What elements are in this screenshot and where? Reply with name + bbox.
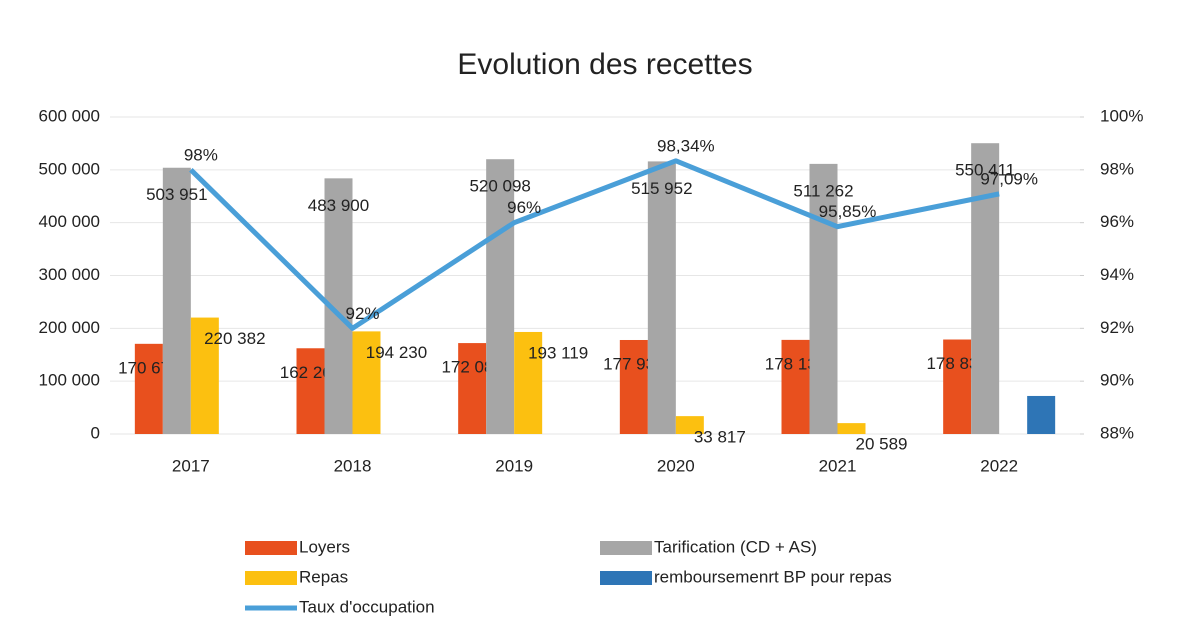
y-tick-label: 500 000 [39,159,100,178]
data-label: 520 098 [469,177,530,196]
bar [837,423,866,434]
y-tick-label: 600 000 [39,106,100,125]
y-tick-label: 400 000 [39,212,100,231]
data-label: 97,09% [980,169,1038,188]
bar [352,331,381,434]
data-label: 96% [507,198,541,217]
bar [190,317,219,434]
chart-title: Evolution des recettes [457,48,752,81]
data-label: 483 900 [308,196,369,215]
bar [809,163,838,434]
bar [619,339,648,434]
x-tick-label: 2017 [172,456,210,475]
data-label: 98% [184,145,218,164]
data-label: 98,34% [657,136,715,155]
data-label: 515 952 [631,179,692,198]
legend-label: Tarification (CD + AS) [654,537,817,556]
legend-label: Loyers [299,537,350,556]
bar [675,416,704,434]
x-tick-label: 2018 [334,456,372,475]
y2-tick-label: 98% [1100,159,1134,178]
legend-swatch [245,571,297,585]
bar [458,343,487,434]
bar [296,348,325,434]
y2-tick-label: 88% [1100,423,1134,442]
y2-tick-label: 94% [1100,265,1134,284]
line [189,158,1000,331]
legend-swatch [600,541,652,555]
data-label: 33 817 [694,428,746,447]
x-tick-label: 2020 [657,456,695,475]
y-tick-label: 200 000 [39,318,100,337]
bar [162,167,191,434]
bar [514,331,543,434]
legend-swatch [245,541,297,555]
bar [134,343,163,434]
data-label: 20 589 [856,435,908,454]
data-label: 550 411 [955,161,1015,180]
x-tick-label: 2021 [819,456,857,475]
bar [1027,395,1056,434]
data-label: 193 119 [528,343,588,362]
bar [971,143,1000,434]
bar [943,339,972,434]
legend-label: remboursemenrt BP pour repas [654,567,892,586]
legend-swatch [600,571,652,585]
y2-tick-label: 96% [1100,212,1134,231]
x-tick-label: 2019 [495,456,533,475]
bar [647,161,676,434]
y-tick-label: 0 [91,423,100,442]
data-label: 92% [345,304,379,323]
bar [486,159,515,434]
y-tick-label: 100 000 [39,371,100,390]
data-label: 95,85% [819,202,877,221]
bar [781,339,810,434]
x-tick-label: 2022 [980,456,1018,475]
legend-label: Taux d'occupation [299,597,435,616]
y2-tick-label: 90% [1100,371,1134,390]
y2-tick-label: 100% [1100,106,1143,125]
data-label: 194 230 [366,343,427,362]
y-tick-label: 300 000 [39,265,100,284]
data-label: 503 951 [146,185,207,204]
data-label: 220 382 [204,329,265,348]
legend-label: Repas [299,567,348,586]
y2-tick-label: 92% [1100,318,1134,337]
data-label: 511 262 [793,181,853,200]
